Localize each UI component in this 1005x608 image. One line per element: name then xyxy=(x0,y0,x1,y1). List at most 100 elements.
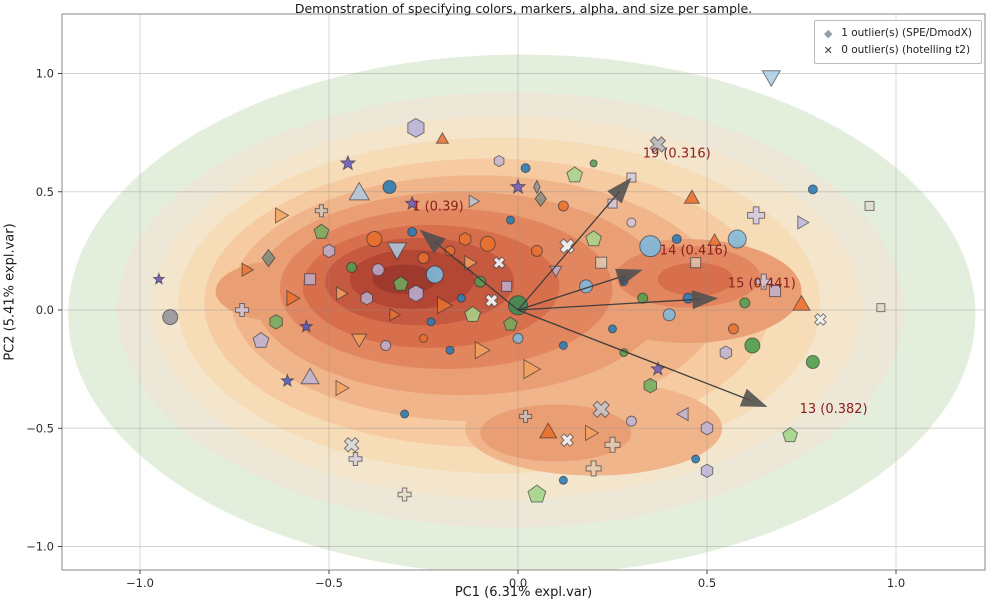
scatter-point xyxy=(313,223,330,239)
scatter-point xyxy=(468,194,481,209)
scatter-point xyxy=(408,284,424,303)
scatter-point xyxy=(755,273,772,290)
scatter-point xyxy=(404,195,421,211)
loading-arrowhead xyxy=(419,229,446,254)
scatter-point xyxy=(286,289,301,307)
scatter-point xyxy=(426,317,436,327)
scatter-point xyxy=(527,484,547,503)
scatter-point xyxy=(407,117,425,138)
scatter-point xyxy=(792,294,811,311)
scatter-point xyxy=(505,215,515,225)
scatter-point xyxy=(519,409,533,423)
scatter-point xyxy=(348,181,371,201)
loading-arrow-line xyxy=(517,274,626,311)
scatter-point xyxy=(339,154,357,171)
scatter-point xyxy=(335,379,351,397)
scatter-point xyxy=(719,345,733,360)
scatter-point xyxy=(637,292,649,304)
scatter-point xyxy=(360,291,373,306)
scatter-point xyxy=(566,166,584,183)
loading-arrowhead xyxy=(739,388,768,407)
scatter-point xyxy=(397,487,412,502)
scatter-point xyxy=(747,206,766,225)
scatter-point xyxy=(458,231,472,247)
scatter-point xyxy=(589,159,598,168)
scatter-point xyxy=(682,292,694,304)
y-axis-label: PC2 (5.41% expl.var) xyxy=(2,223,18,361)
loading-arrow-line xyxy=(517,190,621,311)
scatter-point xyxy=(474,340,491,360)
loading-arrows: 1 (0.39) 19 (0.316) 14 (0.416) 15 (0.441) 13… xyxy=(412,147,867,417)
scatter-point xyxy=(492,256,506,270)
scatter-point xyxy=(534,190,547,208)
scatter-point xyxy=(608,324,617,334)
scatter-point xyxy=(560,433,575,447)
scatter-point xyxy=(782,426,799,443)
x-tick-label: 0.0 xyxy=(509,576,527,590)
scatter-point xyxy=(509,178,527,195)
scatter-point xyxy=(626,217,637,228)
scatter-point xyxy=(280,373,295,388)
scatter-point xyxy=(530,244,543,257)
density-contours xyxy=(68,54,976,570)
scatter-point xyxy=(474,275,487,288)
scatter-point xyxy=(538,422,558,439)
scatter-point xyxy=(348,452,363,466)
loading-label: 15 (0.441) xyxy=(728,277,796,292)
y-tick-label: 0.5 xyxy=(36,185,54,199)
loading-label: 19 (0.316) xyxy=(643,147,711,162)
scatter-point xyxy=(314,204,328,218)
scatter-point xyxy=(437,295,454,315)
scatter-point xyxy=(707,232,722,246)
scatter-point xyxy=(626,172,637,183)
x-tick-label: 0.5 xyxy=(698,576,716,590)
scatter-point xyxy=(559,238,575,254)
y-tick-label: 1.0 xyxy=(36,67,54,81)
scatter-point xyxy=(769,285,782,298)
scatter-point xyxy=(558,475,568,485)
scatter-point xyxy=(152,272,166,285)
scatter-point xyxy=(805,355,820,370)
scatter-point xyxy=(700,463,714,478)
scatter-point xyxy=(389,307,402,322)
loading-arrowhead xyxy=(607,177,632,204)
scatter-point xyxy=(322,243,336,259)
scatter-point xyxy=(727,229,747,249)
scatter-point xyxy=(557,200,569,212)
scatter-point xyxy=(690,257,702,269)
scatter-point xyxy=(417,251,430,264)
scatter-point xyxy=(639,235,662,258)
scatter-point xyxy=(512,332,524,344)
scatter-point xyxy=(252,331,270,348)
scatter-point xyxy=(241,262,255,278)
scatter-point xyxy=(700,421,714,436)
scatter-point xyxy=(400,409,410,419)
loading-arrowhead xyxy=(615,268,643,287)
scatter-point xyxy=(585,460,602,477)
scatter-points xyxy=(152,70,886,503)
scatter-point xyxy=(269,314,283,330)
grid-lines xyxy=(62,14,985,570)
scatter-point xyxy=(797,215,810,230)
loading-label: 13 (0.382) xyxy=(800,402,868,417)
scatter-point xyxy=(275,207,290,224)
legend-item: ✕ 0 outlier(s) (hotelling t2) xyxy=(821,42,972,59)
scatter-point xyxy=(162,309,179,326)
scatter-point xyxy=(558,340,568,350)
scatter-point xyxy=(739,297,751,309)
scatter-point xyxy=(407,226,418,237)
scatter-point xyxy=(691,454,701,464)
scatter-point xyxy=(761,70,782,88)
scatter-point xyxy=(864,200,875,211)
diamond-icon: ◆ xyxy=(823,27,833,40)
legend-item: ◆ 1 outlier(s) (SPE/DmodX) xyxy=(821,25,972,42)
scatter-point xyxy=(300,367,320,385)
legend-label: 1 outlier(s) (SPE/DmodX) xyxy=(841,27,972,39)
scatter-point xyxy=(533,179,541,195)
y-tick-label: −1.0 xyxy=(26,540,54,554)
density-contour xyxy=(657,262,734,296)
loading-label: 14 (0.416) xyxy=(660,243,728,258)
scatter-point xyxy=(727,323,739,335)
